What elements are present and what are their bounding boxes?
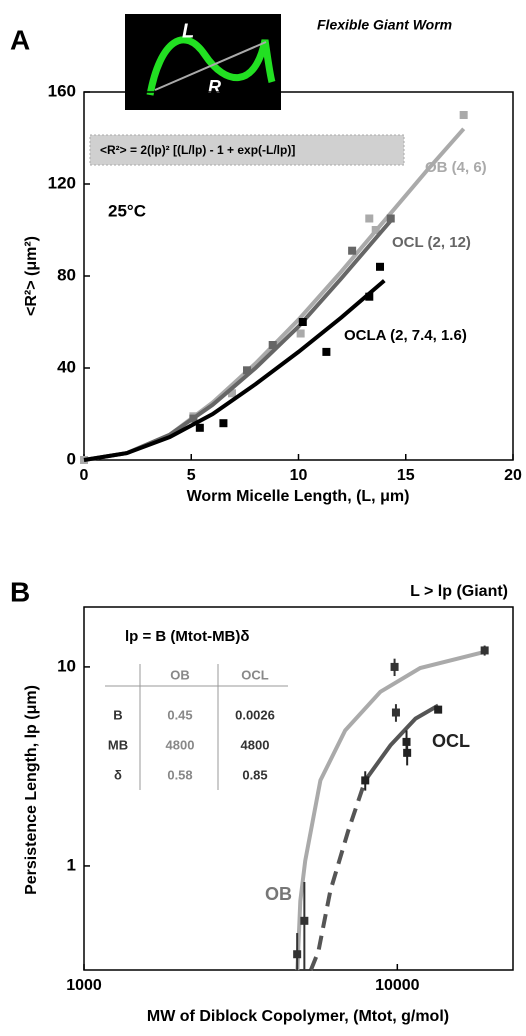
data-point (348, 246, 357, 255)
panel-label: B (10, 576, 30, 607)
data-point (189, 414, 198, 423)
end-to-end-arrow (154, 41, 267, 91)
data-point (391, 708, 400, 717)
y-tick-label: 40 (57, 357, 76, 376)
data-point (361, 776, 370, 785)
formula: lp = B (Mtot-MB)δ (125, 628, 249, 645)
y-axis-label: <R²> (μm²) (23, 236, 40, 316)
series-label: OB (4, 6) (425, 159, 487, 176)
x-tick-label: 15 (397, 467, 415, 484)
table-cell: 0.0026 (235, 707, 275, 722)
fit-curve (83, 279, 386, 462)
inset-label: R (208, 77, 221, 97)
series-label: OCL (432, 731, 470, 751)
fit-curve (309, 779, 368, 971)
chart-title: L > lp (Giant) (410, 583, 508, 600)
fit-curve (363, 703, 440, 782)
series-label: OCL (2, 12) (392, 234, 471, 251)
x-tick-label: 10 (290, 467, 308, 484)
data-point (365, 292, 374, 301)
x-tick-label: 0 (80, 467, 89, 484)
table-header: OCL (241, 667, 269, 682)
inset-label: L (182, 20, 194, 42)
data-point (195, 423, 204, 432)
y-tick-label: 120 (48, 173, 76, 192)
x-tick-label: 20 (504, 467, 522, 484)
formula: <R²> = 2(lp)² [(L/lp) - 1 + exp(-L/lp)] (100, 143, 295, 157)
formula-box (89, 134, 405, 166)
annotation: 25°C (108, 201, 146, 220)
table-cell: 4800 (241, 737, 270, 752)
panel-label: A (10, 24, 30, 55)
table-cell: 0.45 (167, 707, 192, 722)
fit-curve (295, 649, 485, 971)
worm-shape (146, 36, 276, 96)
data-point (293, 950, 302, 959)
table-cell: MB (108, 737, 128, 752)
y-tick-label: 160 (48, 81, 76, 100)
data-point (268, 341, 277, 349)
series-label: OB (265, 884, 292, 904)
table-header: OB (170, 667, 190, 682)
data-point (371, 226, 380, 234)
data-point (480, 646, 489, 655)
table-cell: 0.58 (167, 767, 192, 782)
chart-title: Flexible Giant Worm (317, 17, 452, 33)
data-point (322, 347, 331, 356)
data-point (434, 705, 443, 714)
series-label: OCLA (2, 7.4, 1.6) (344, 327, 467, 344)
table-cell: δ (114, 767, 122, 782)
x-tick-label: 10000 (375, 977, 420, 994)
table-cell: 0.85 (242, 767, 267, 782)
data-point (459, 111, 468, 119)
data-point (298, 318, 307, 326)
data-point (228, 389, 237, 398)
data-point (390, 662, 399, 671)
y-tick-label: 80 (57, 265, 76, 284)
y-tick-label: 1 (67, 855, 76, 874)
data-point (243, 366, 252, 375)
data-point (376, 262, 385, 271)
x-tick-label: 1000 (66, 977, 102, 994)
table-cell: B (113, 707, 122, 722)
y-tick-label: 0 (67, 449, 76, 468)
table-cell: 4800 (166, 737, 195, 752)
data-point (365, 214, 374, 223)
x-tick-label: 5 (187, 467, 196, 484)
data-point (219, 419, 228, 428)
data-point (403, 748, 412, 757)
x-axis-label: MW of Diblock Copolymer, (Mtot, g/mol) (147, 1008, 449, 1025)
x-axis-label: Worm Micelle Length, (L, μm) (187, 488, 410, 505)
y-axis-label: Persistence Length, lp (μm) (23, 685, 40, 895)
data-point (296, 329, 305, 338)
fit-curve (83, 127, 466, 462)
data-point (300, 916, 309, 925)
y-tick-label: 10 (57, 656, 76, 675)
data-point (386, 214, 395, 223)
